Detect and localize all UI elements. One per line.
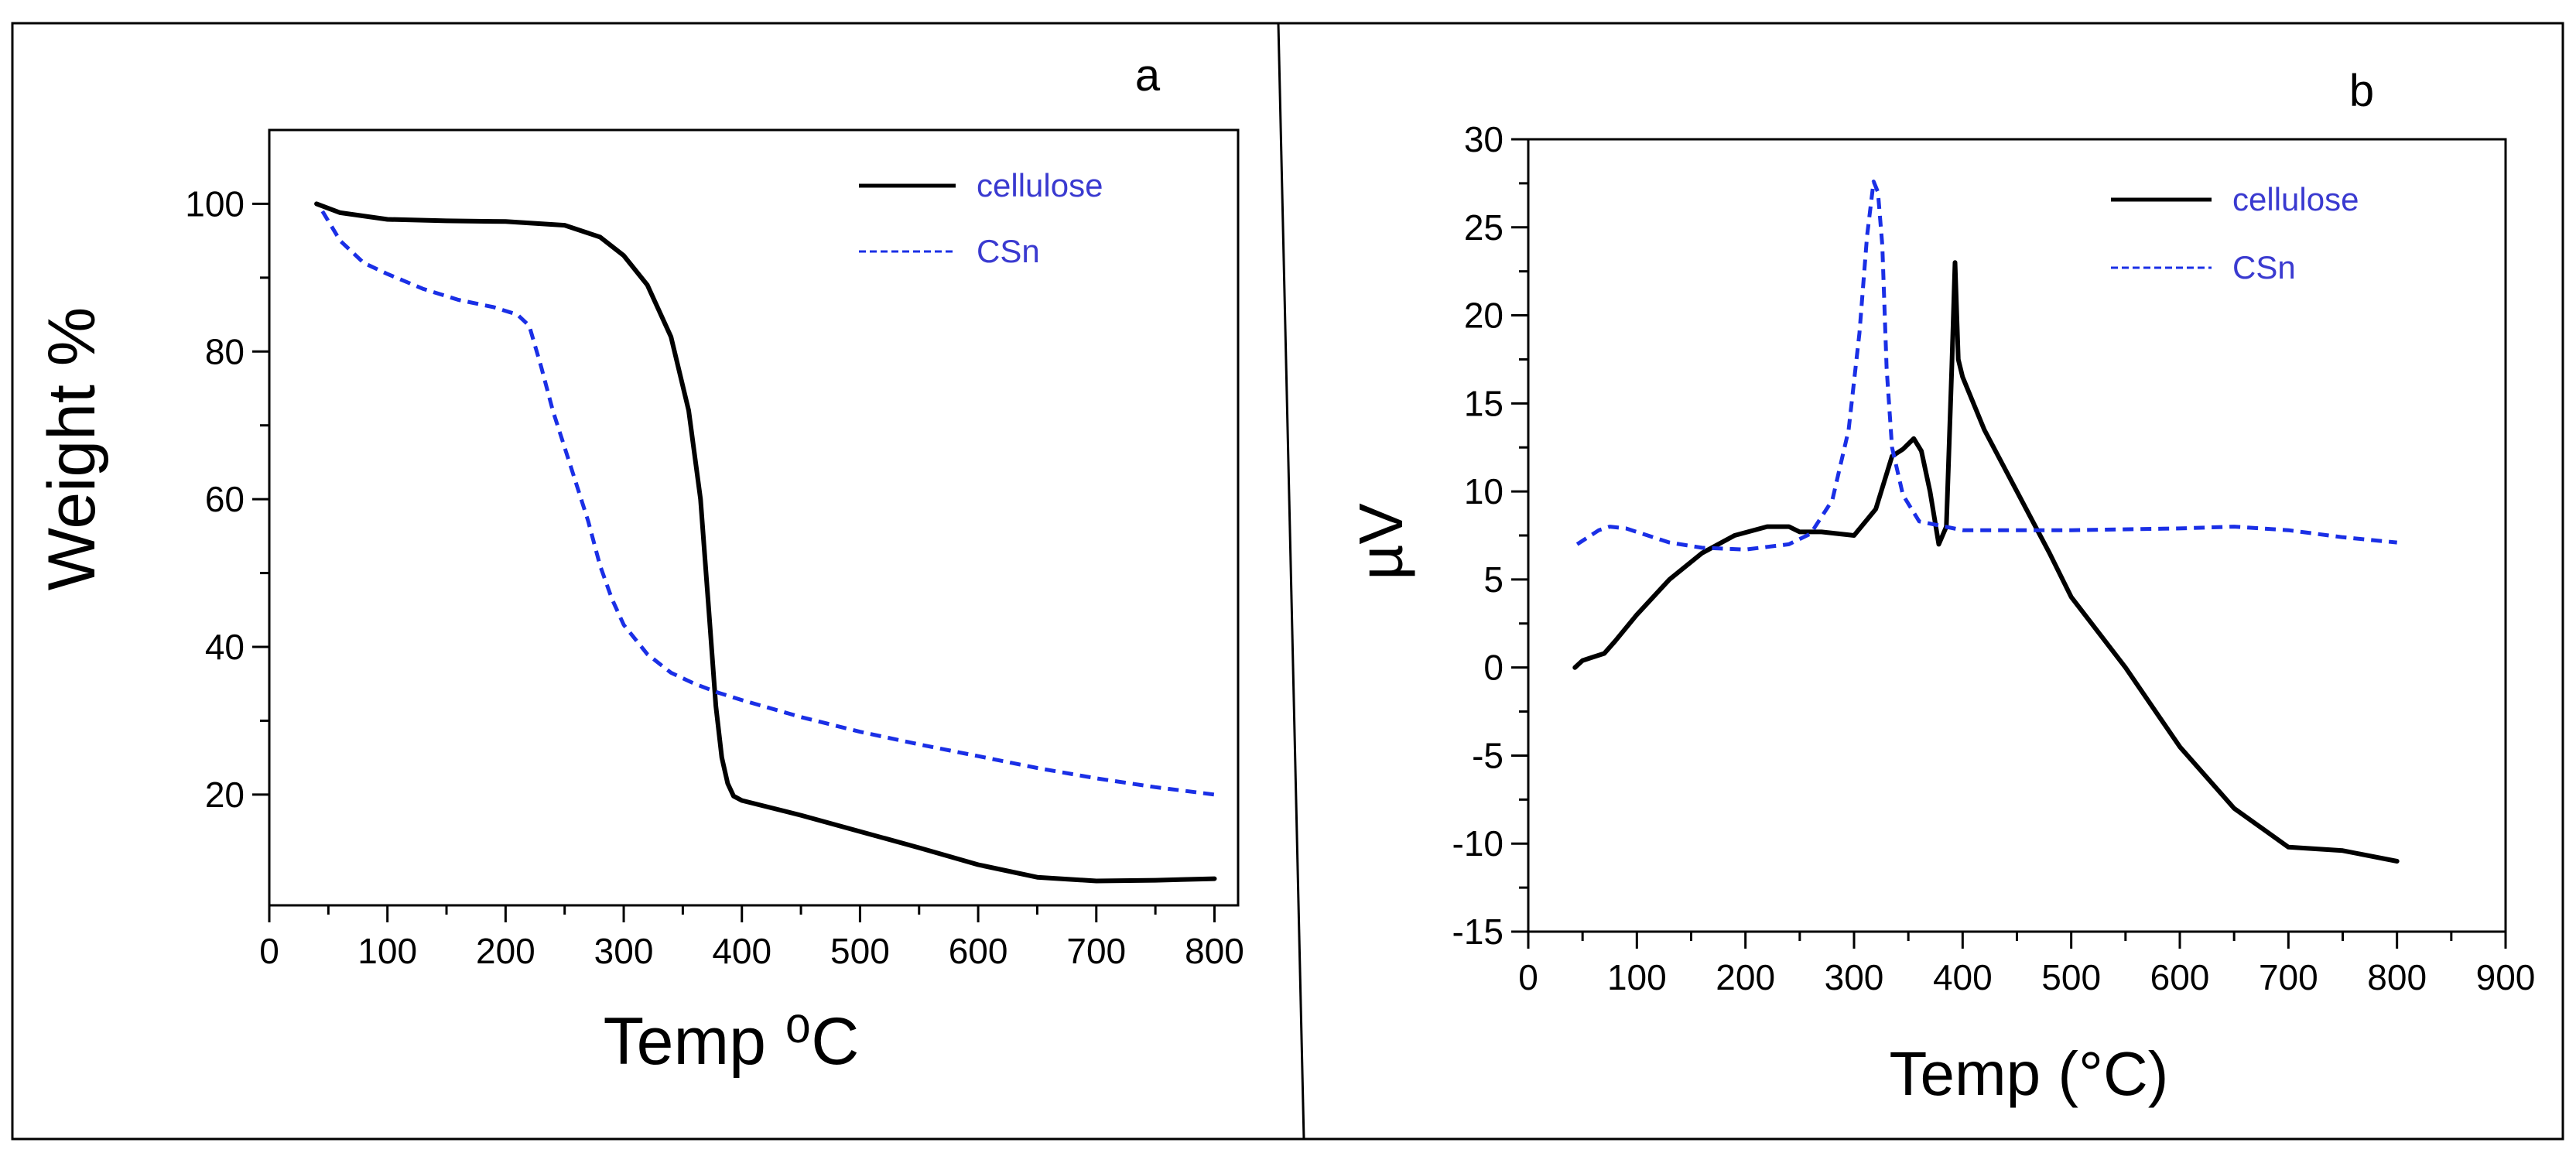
panel-a-x-tick-label: 100 <box>357 931 417 971</box>
panel-a-x-tick-label: 500 <box>830 931 890 971</box>
panel-a-series-csn-line <box>320 210 1215 797</box>
panel-a-legend-label-csn: CSn <box>977 233 1040 269</box>
panel-a-x-axis-title: Temp ⁰C <box>604 1004 860 1079</box>
panel-b-x-tick-label: 900 <box>2476 957 2536 997</box>
panel-b-x-tick-label: 100 <box>1607 957 1667 997</box>
panel-a-legend-label-cellulose: cellulose <box>977 167 1103 204</box>
panel-b-y-tick-label: 20 <box>1464 296 1504 336</box>
panel-b-y-tick-label: 0 <box>1483 648 1504 688</box>
panel-a-x-tick-label: 800 <box>1185 931 1244 971</box>
panel-b-x-tick-label: 200 <box>1716 957 1775 997</box>
panel-a-x-tick-label: 400 <box>712 931 771 971</box>
panel-b-y-axis-title: µV <box>1346 503 1415 580</box>
panel-b-y-tick-label: -15 <box>1452 912 1504 952</box>
panel-a-series-cellulose-line <box>314 201 1217 884</box>
panel-b-x-tick-label: 600 <box>2150 957 2210 997</box>
panel-b-y-tick-label: 30 <box>1464 119 1504 159</box>
panel-b-x-tick-label: 0 <box>1518 957 1538 997</box>
panel-a-y-tick-label: 40 <box>205 627 245 667</box>
panel-b-legend-label-cellulose: cellulose <box>2232 181 2359 217</box>
panel-a-x-tick-label: 700 <box>1066 931 1126 971</box>
panel-a-x-tick-label: 200 <box>476 931 535 971</box>
panel-a-x-tick-label: 600 <box>949 931 1008 971</box>
panel-a-y-axis-title: Weight % <box>35 307 109 590</box>
panel-b-series-cellulose-line <box>1572 260 2400 864</box>
panel-b-y-tick-label: -5 <box>1472 735 1504 775</box>
panel-divider <box>1277 22 1305 1140</box>
panel-b-y-tick-label: 10 <box>1464 471 1504 511</box>
panel-a-x-tick-label: 300 <box>594 931 654 971</box>
panel-a-x-tick-label: 0 <box>259 931 279 971</box>
outer-frame <box>11 22 2564 1141</box>
panel-a-chart: a 0 100 200 300 400 500 600 700 800 20 40 60 80 100 Te… <box>35 50 1244 1079</box>
panel-b-y-tick-label: -10 <box>1452 823 1504 864</box>
panel-a-plot-frame <box>268 128 1240 907</box>
panel-a-y-tick-label: 20 <box>205 775 245 815</box>
panel-b-x-tick-label: 300 <box>1825 957 1884 997</box>
panel-b-y-tick-label: 5 <box>1483 559 1504 600</box>
panel-b-x-axis-title: Temp (°C) <box>1890 1039 2169 1108</box>
panel-b-chart: b 0 100 200 300 400 500 600 700 800 900 -15 -10 -5 0 5… <box>1346 66 2535 1108</box>
panel-b-legend-label-csn: CSn <box>2232 249 2296 286</box>
panel-a-y-tick-label: 80 <box>205 331 245 371</box>
panel-a-y-tick-label: 100 <box>185 183 245 224</box>
panel-b-x-tick-label: 700 <box>2259 957 2318 997</box>
panel-b-x-tick-label: 500 <box>2041 957 2101 997</box>
panel-a-letter: a <box>1135 50 1161 101</box>
panel-b-plot-frame <box>1527 138 2507 933</box>
panel-b-y-tick-label: 25 <box>1464 207 1504 248</box>
panel-b-letter: b <box>2349 66 2374 116</box>
panel-b-x-tick-label: 400 <box>1933 957 1993 997</box>
panel-b-x-tick-label: 800 <box>2367 957 2427 997</box>
panel-b-series-csn-line <box>1575 180 2397 552</box>
panel-b-y-tick-label: 15 <box>1464 383 1504 423</box>
panel-a-y-tick-label: 60 <box>205 479 245 519</box>
